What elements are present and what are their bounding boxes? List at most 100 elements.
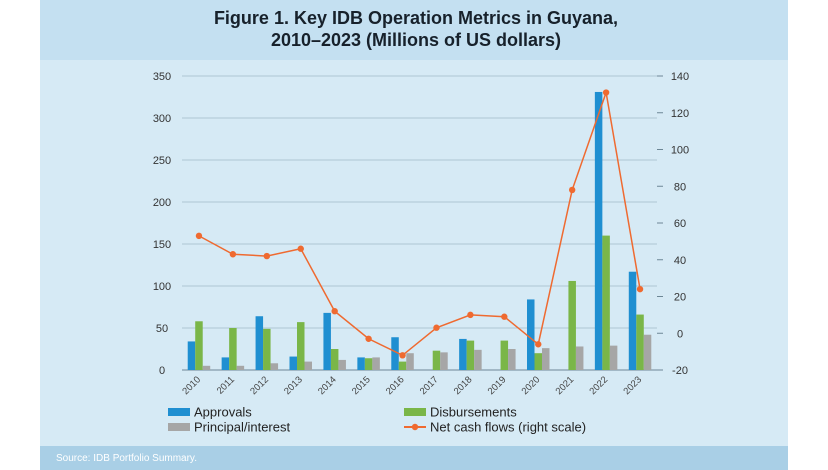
right-tick-label: 140 — [671, 71, 689, 83]
right-tick-label: -20 — [672, 365, 688, 377]
bar-approvals-2010 — [187, 341, 196, 370]
bar-principal-interest-2012 — [270, 363, 279, 370]
net-cash-flow-point-2013 — [297, 245, 304, 252]
left-tick-label: 150 — [153, 239, 171, 251]
bar-disbursements-2023 — [636, 314, 644, 370]
x-tick-label: 2014 — [316, 374, 339, 397]
bar-principal-interest-2017 — [440, 352, 448, 370]
bar-disbursements-2022 — [602, 235, 610, 370]
chart-svg: 0 50 100 150 200 250 300 350 -20 0 20 40 60 80 100 120… — [153, 71, 689, 435]
net-cash-flow-point-2023 — [636, 285, 644, 293]
right-axis-ticks: -20 0 20 40 60 80 100 120 140 — [657, 71, 689, 377]
bar-principal-interest-2014 — [338, 359, 346, 370]
right-tick-label: 20 — [674, 292, 686, 304]
bar-principal-interest-2020 — [542, 348, 550, 370]
bar-disbursements-2019 — [500, 340, 509, 370]
legend-swatch — [404, 408, 426, 416]
x-tick-label: 2017 — [418, 374, 441, 397]
left-tick-label: 350 — [153, 71, 171, 83]
legend: Approvals Disbursements Principal/interest… — [168, 405, 586, 435]
bar-principal-interest-2022 — [609, 345, 618, 370]
bars — [187, 91, 652, 371]
page-margin-right — [788, 0, 828, 470]
x-tick-label: 2012 — [248, 374, 271, 397]
bar-approvals-2013 — [289, 356, 297, 370]
gridlines — [182, 75, 657, 371]
title-band: Figure 1. Key IDB Operation Metrics in G… — [40, 0, 792, 60]
net-cash-flow-point-2022 — [602, 89, 610, 96]
net-cash-flow-point-2012 — [263, 252, 271, 260]
bar-approvals-2015 — [357, 357, 365, 370]
chart-title: Figure 1. Key IDB Operation Metrics in G… — [40, 7, 792, 51]
bar-principal-interest-2019 — [508, 349, 516, 370]
legend-label: Principal/interest — [194, 420, 290, 435]
chart-title-line-2: 2010–2023 (Millions of US dollars) — [270, 30, 562, 50]
source-note: Source: IDB Portfolio Summary. — [56, 453, 197, 464]
left-tick-label: 0 — [159, 365, 165, 377]
bar-approvals-2020 — [527, 299, 535, 370]
x-tick-label: 2016 — [384, 374, 407, 397]
right-tick-label: 60 — [674, 218, 686, 230]
bar-principal-interest-2013 — [304, 361, 312, 370]
left-tick-label: 200 — [153, 197, 171, 209]
net-cash-flow-path — [198, 89, 641, 357]
net-cash-flow-point-2019 — [501, 313, 508, 320]
left-tick-label: 100 — [153, 281, 171, 293]
bar-approvals-2022 — [594, 91, 603, 371]
x-tick-label: 2022 — [588, 374, 611, 397]
bar-principal-interest-2015 — [372, 357, 380, 370]
right-tick-label: 100 — [671, 145, 689, 157]
bar-disbursements-2012 — [263, 328, 271, 370]
legend-label: Disbursements — [430, 405, 517, 420]
legend-label: Approvals — [194, 405, 252, 420]
bar-principal-interest-2023 — [643, 334, 652, 370]
x-tick-label: 2018 — [452, 374, 475, 397]
net-cash-flow-point-2015 — [365, 335, 372, 342]
bar-disbursements-2021 — [568, 280, 576, 370]
bar-disbursements-2014 — [330, 349, 339, 370]
bar-disbursements-2013 — [297, 322, 305, 370]
right-tick-label: 40 — [674, 255, 686, 267]
net-cash-flow-point-2014 — [331, 308, 338, 315]
x-tick-label: 2011 — [215, 374, 237, 396]
x-axis-ticks: 2010 2011 2012 2013 2014 2015 2016 2017 2018 2019… — [180, 374, 644, 397]
legend-label: Net cash flows (right scale) — [430, 420, 586, 435]
right-tick-label: 120 — [671, 108, 689, 120]
bar-principal-interest-2021 — [575, 346, 584, 370]
x-tick-label: 2013 — [282, 374, 305, 397]
bar-disbursements-2010 — [195, 321, 203, 370]
x-tick-label: 2010 — [180, 374, 203, 397]
bar-disbursements-2011 — [229, 328, 237, 370]
bar-disbursements-2020 — [534, 353, 542, 370]
net-cash-flow-point-2017 — [433, 324, 440, 331]
x-tick-label: 2023 — [621, 374, 644, 397]
legend-marker — [411, 423, 419, 431]
bar-principal-interest-2010 — [202, 365, 211, 370]
bar-principal-interest-2016 — [406, 353, 414, 370]
left-tick-label: 300 — [153, 113, 171, 125]
net-cash-flow-point-2021 — [568, 186, 576, 194]
source-band: Source: IDB Portfolio Summary. — [40, 446, 792, 470]
left-axis-ticks: 0 50 100 150 200 250 300 350 — [153, 71, 171, 377]
x-tick-label: 2021 — [554, 374, 577, 397]
bar-principal-interest-2011 — [236, 365, 245, 370]
bar-approvals-2023 — [628, 271, 637, 370]
left-tick-label: 250 — [153, 155, 171, 167]
x-tick-label: 2020 — [520, 374, 543, 397]
bar-disbursements-2018 — [466, 340, 475, 370]
left-tick-label: 50 — [156, 323, 168, 335]
legend-swatch — [168, 423, 190, 431]
bar-principal-interest-2018 — [474, 349, 482, 370]
x-tick-label: 2015 — [350, 374, 373, 397]
figure-panel: Figure 1. Key IDB Operation Metrics in G… — [40, 0, 792, 470]
net-cash-flow-line — [195, 89, 644, 359]
x-tick-label: 2019 — [486, 374, 509, 397]
bar-disbursements-2017 — [432, 350, 441, 370]
bar-approvals-2016 — [391, 337, 399, 370]
bar-disbursements-2015 — [364, 358, 373, 370]
net-cash-flow-point-2020 — [535, 341, 542, 348]
chart-title-line-1: Figure 1. Key IDB Operation Metrics in G… — [213, 8, 619, 28]
bar-approvals-2018 — [459, 338, 467, 370]
bar-approvals-2012 — [255, 316, 264, 370]
right-tick-label: 0 — [677, 328, 683, 340]
